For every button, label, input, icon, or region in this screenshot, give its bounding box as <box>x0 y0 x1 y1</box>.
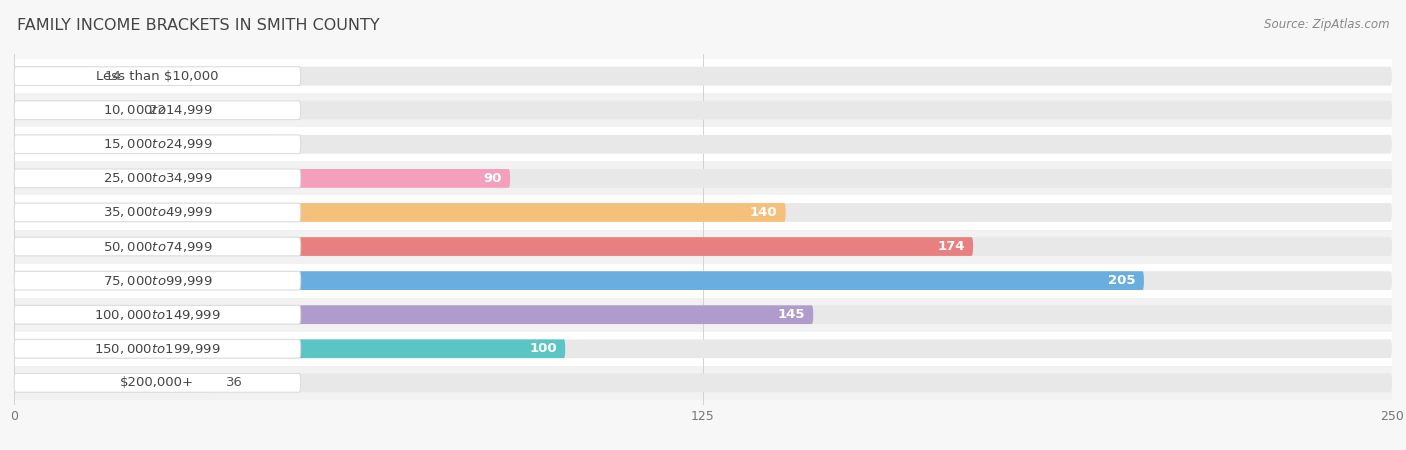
FancyBboxPatch shape <box>14 339 565 358</box>
FancyBboxPatch shape <box>14 305 813 324</box>
Text: 22: 22 <box>149 104 166 117</box>
FancyBboxPatch shape <box>14 271 1144 290</box>
FancyBboxPatch shape <box>14 374 301 392</box>
Text: 90: 90 <box>484 172 502 185</box>
Text: 140: 140 <box>749 206 778 219</box>
Text: 14: 14 <box>105 70 122 83</box>
Text: 47: 47 <box>246 138 264 151</box>
FancyBboxPatch shape <box>14 339 301 358</box>
FancyBboxPatch shape <box>14 67 1392 86</box>
FancyBboxPatch shape <box>14 169 301 188</box>
FancyBboxPatch shape <box>14 271 1392 290</box>
FancyBboxPatch shape <box>14 101 1392 120</box>
FancyBboxPatch shape <box>0 127 1406 162</box>
FancyBboxPatch shape <box>14 169 510 188</box>
FancyBboxPatch shape <box>14 203 1392 222</box>
Text: 36: 36 <box>226 376 243 389</box>
FancyBboxPatch shape <box>14 169 1392 188</box>
FancyBboxPatch shape <box>0 297 1406 332</box>
FancyBboxPatch shape <box>14 374 1392 392</box>
FancyBboxPatch shape <box>0 195 1406 230</box>
Text: Less than $10,000: Less than $10,000 <box>96 70 218 83</box>
FancyBboxPatch shape <box>0 93 1406 127</box>
FancyBboxPatch shape <box>14 135 301 154</box>
FancyBboxPatch shape <box>0 264 1406 297</box>
FancyBboxPatch shape <box>14 135 1392 154</box>
Text: $35,000 to $49,999: $35,000 to $49,999 <box>103 206 212 220</box>
FancyBboxPatch shape <box>14 237 973 256</box>
FancyBboxPatch shape <box>14 237 301 256</box>
FancyBboxPatch shape <box>14 339 1392 358</box>
FancyBboxPatch shape <box>14 305 301 324</box>
FancyBboxPatch shape <box>14 101 135 120</box>
FancyBboxPatch shape <box>14 135 273 154</box>
FancyBboxPatch shape <box>14 203 786 222</box>
Text: $15,000 to $24,999: $15,000 to $24,999 <box>103 137 212 151</box>
Text: $150,000 to $199,999: $150,000 to $199,999 <box>94 342 221 356</box>
FancyBboxPatch shape <box>0 230 1406 264</box>
FancyBboxPatch shape <box>14 271 301 290</box>
Text: FAMILY INCOME BRACKETS IN SMITH COUNTY: FAMILY INCOME BRACKETS IN SMITH COUNTY <box>17 18 380 33</box>
Text: $75,000 to $99,999: $75,000 to $99,999 <box>103 274 212 288</box>
FancyBboxPatch shape <box>14 237 1392 256</box>
FancyBboxPatch shape <box>14 67 91 86</box>
FancyBboxPatch shape <box>0 332 1406 366</box>
Text: 174: 174 <box>938 240 965 253</box>
Text: $200,000+: $200,000+ <box>121 376 194 389</box>
Text: Source: ZipAtlas.com: Source: ZipAtlas.com <box>1264 18 1389 31</box>
FancyBboxPatch shape <box>0 162 1406 195</box>
Text: 100: 100 <box>529 342 557 355</box>
FancyBboxPatch shape <box>0 59 1406 93</box>
Text: 205: 205 <box>1108 274 1136 287</box>
Text: $10,000 to $14,999: $10,000 to $14,999 <box>103 103 212 117</box>
FancyBboxPatch shape <box>14 203 301 222</box>
Text: $25,000 to $34,999: $25,000 to $34,999 <box>103 171 212 185</box>
FancyBboxPatch shape <box>14 374 212 392</box>
Text: 145: 145 <box>778 308 806 321</box>
Text: $50,000 to $74,999: $50,000 to $74,999 <box>103 239 212 253</box>
FancyBboxPatch shape <box>14 305 1392 324</box>
FancyBboxPatch shape <box>0 366 1406 400</box>
FancyBboxPatch shape <box>14 67 301 86</box>
Text: $100,000 to $149,999: $100,000 to $149,999 <box>94 308 221 322</box>
FancyBboxPatch shape <box>14 101 301 120</box>
